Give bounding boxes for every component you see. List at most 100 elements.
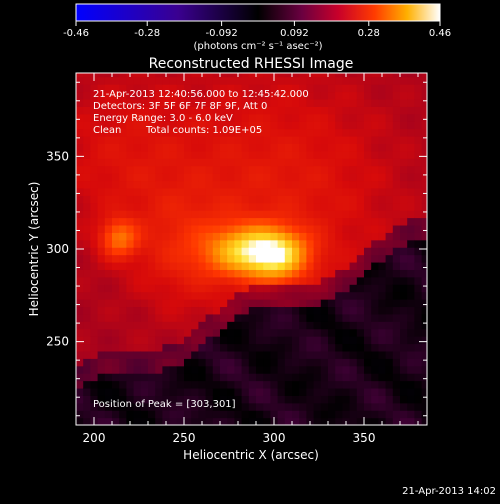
heatmap-cell (76, 395, 84, 404)
heatmap-cell (306, 84, 315, 93)
heatmap-cell (97, 173, 106, 182)
heatmap-cell (155, 247, 163, 256)
heatmap-cell (421, 121, 427, 130)
heatmap-cell (198, 76, 207, 85)
heatmap-cell (256, 195, 264, 204)
heatmap-cell (320, 269, 329, 278)
heatmap-cell (256, 247, 264, 256)
heatmap-cell (356, 113, 365, 122)
heatmap-cell (234, 135, 243, 144)
heatmap-cell (148, 128, 156, 137)
heatmap-cell (227, 76, 235, 85)
heatmap-cell (140, 113, 149, 122)
heatmap-cell (256, 224, 264, 233)
heatmap-cell (378, 373, 387, 382)
heatmap-cell (270, 187, 279, 196)
heatmap-cell (263, 217, 271, 226)
heatmap-cell (270, 210, 279, 219)
heatmap-cell (184, 247, 192, 256)
heatmap-cell (371, 202, 379, 211)
heatmap-cell (400, 417, 408, 425)
heatmap-cell (421, 276, 427, 285)
heatmap-cell (97, 336, 106, 345)
heatmap-cell (220, 217, 228, 226)
heatmap-cell (133, 224, 142, 233)
heatmap-cell (126, 402, 135, 411)
heatmap-cell (227, 350, 235, 359)
heatmap-cell (198, 143, 207, 152)
heatmap-cell (313, 328, 322, 337)
heatmap-cell (97, 232, 106, 241)
heatmap-cell (392, 165, 401, 174)
heatmap-cell (378, 380, 387, 389)
heatmap-cell (414, 387, 423, 396)
heatmap-cell (385, 402, 394, 411)
heatmap-cell (162, 313, 171, 322)
heatmap-cell (385, 158, 394, 167)
heatmap-cell (184, 365, 192, 374)
heatmap-cell (248, 313, 257, 322)
heatmap-cell (169, 232, 178, 241)
heatmap-cell (263, 321, 271, 330)
heatmap-cell (191, 365, 199, 374)
heatmap-cell (155, 284, 163, 293)
heatmap-cell (90, 395, 99, 404)
heatmap-cell (155, 269, 163, 278)
heatmap-cell (227, 387, 235, 396)
heatmap-cell (284, 150, 293, 159)
heatmap-cell (83, 321, 91, 330)
heatmap-cell (148, 165, 156, 174)
heatmap-cell (421, 98, 427, 107)
heatmap-cell (284, 73, 293, 78)
heatmap-cell (227, 98, 235, 107)
heatmap-cell (133, 417, 142, 425)
heatmap-cell (292, 261, 300, 270)
heatmap-cell (328, 239, 336, 248)
heatmap-cell (328, 291, 336, 300)
heatmap-cell (234, 373, 243, 382)
heatmap-cell (364, 380, 372, 389)
heatmap-cell (400, 187, 408, 196)
heatmap-cell (76, 291, 84, 300)
heatmap-cell (241, 76, 250, 85)
heatmap-cell (212, 202, 221, 211)
heatmap-cell (414, 261, 423, 270)
heatmap-cell (306, 173, 315, 182)
heatmap-cell (371, 121, 379, 130)
heatmap-cell (155, 113, 163, 122)
heatmap-cell (126, 187, 135, 196)
heatmap-cell (306, 98, 315, 107)
heatmap-cell (241, 73, 250, 78)
heatmap-cell (277, 336, 286, 345)
heatmap-cell (198, 343, 207, 352)
heatmap-cell (126, 306, 135, 315)
heatmap-cell (385, 417, 394, 425)
heatmap-cell (364, 247, 372, 256)
heatmap-cell (256, 98, 264, 107)
heatmap-cell (112, 232, 120, 241)
heatmap-cell (371, 410, 379, 419)
heatmap-cell (133, 73, 142, 78)
heatmap-cell (263, 187, 271, 196)
heatmap-cell (414, 106, 423, 115)
heatmap-cell (299, 173, 307, 182)
heatmap-cell (400, 350, 408, 359)
heatmap-cell (349, 165, 358, 174)
heatmap-cell (205, 328, 214, 337)
heatmap-cell (83, 73, 91, 78)
heatmap-cell (220, 254, 228, 263)
heatmap-cell (414, 76, 423, 85)
heatmap-cell (385, 284, 394, 293)
heatmap-cell (191, 187, 199, 196)
heatmap-cell (263, 76, 271, 85)
heatmap-cell (248, 321, 257, 330)
heatmap-cell (241, 380, 250, 389)
heatmap-cell (292, 232, 300, 241)
heatmap-cell (133, 84, 142, 93)
heatmap-cell (83, 224, 91, 233)
x-axis-label: Heliocentric X (arcsec) (183, 448, 319, 462)
heatmap-cell (220, 276, 228, 285)
heatmap-cell (371, 106, 379, 115)
heatmap-cell (407, 261, 415, 270)
heatmap-cell (133, 284, 142, 293)
